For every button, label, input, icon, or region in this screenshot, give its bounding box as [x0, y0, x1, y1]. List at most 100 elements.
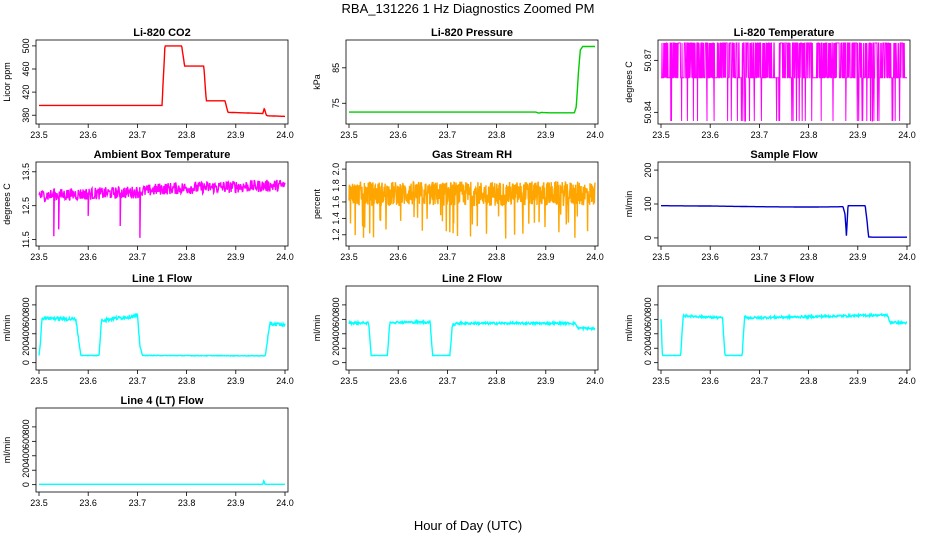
data-series-line — [661, 42, 907, 122]
x-tick-label: 23.7 — [439, 130, 457, 140]
y-axis-label: kPa — [312, 74, 322, 90]
plot-frame — [35, 39, 289, 125]
y-tick-label: 800 — [331, 297, 341, 312]
x-tick-label: 23.6 — [389, 252, 407, 262]
x-tick-label: 23.8 — [178, 130, 196, 140]
y-axis-label: ml/min — [624, 191, 634, 218]
x-tick-label: 23.8 — [800, 376, 818, 386]
figure-title: RBA_131226 1 Hz Diagnostics Zoomed PM — [341, 1, 595, 16]
data-series-line — [660, 312, 908, 357]
x-tick-label: 23.9 — [227, 252, 245, 262]
y-tick-label: 1.8 — [331, 179, 341, 192]
x-tick-label: 23.6 — [701, 252, 719, 262]
y-tick-label: 500 — [21, 38, 31, 53]
chart-panel-7: Line 1 Flow 23.5 23.6 23.7 23.8 23.9 24.0 0 2004… — [2, 273, 294, 386]
chart-panel-10: Line 4 (LT) Flow 23.5 23.6 23.7 23.8 23.9 24.0… — [2, 395, 294, 508]
x-tick-label: 23.7 — [751, 252, 769, 262]
x-tick-label: 23.7 — [751, 376, 769, 386]
x-tick-label: 23.8 — [800, 252, 818, 262]
x-tick-label: 23.6 — [701, 376, 719, 386]
y-tick-label: 600 — [643, 312, 653, 327]
x-tick-label: 23.9 — [849, 130, 867, 140]
data-series-line — [39, 45, 285, 118]
x-tick-label: 23.7 — [129, 376, 147, 386]
x-tick-label: 23.8 — [488, 376, 506, 386]
x-tick-label: 23.8 — [178, 252, 196, 262]
x-tick-label: 23.8 — [178, 498, 196, 508]
y-axis-label: ml/min — [2, 437, 12, 464]
x-tick-label: 23.6 — [79, 130, 97, 140]
x-tick-label: 23.9 — [227, 130, 245, 140]
x-tick-label: 23.9 — [227, 376, 245, 386]
plot-frame — [657, 285, 911, 371]
y-tick-label: 800 — [643, 297, 653, 312]
chart-panel-5: Gas Stream RH 23.5 23.6 23.7 23.8 23.9 24.0 1.2… — [312, 149, 604, 262]
x-tick-label: 23.5 — [652, 252, 670, 262]
y-axis-label: degrees C — [624, 61, 634, 103]
y-tick-label: 50.87 — [643, 49, 653, 72]
y-tick-label: 400 — [643, 326, 653, 341]
x-tick-label: 23.8 — [178, 376, 196, 386]
plot-frame — [345, 161, 599, 247]
y-tick-label: 200 — [21, 341, 31, 356]
panel-title: Gas Stream RH — [432, 149, 512, 161]
panel-title: Li-820 Temperature — [734, 27, 835, 39]
x-tick-label: 23.5 — [340, 252, 358, 262]
x-tick-label: 23.6 — [79, 376, 97, 386]
x-tick-label: 24.0 — [276, 498, 294, 508]
y-tick-label: 0 — [21, 482, 31, 487]
y-tick-label: 0 — [643, 360, 653, 365]
panel-title: Line 2 Flow — [442, 273, 502, 285]
data-series-line — [348, 181, 596, 239]
y-axis-label: ml/min — [312, 315, 322, 342]
x-tick-label: 23.6 — [79, 498, 97, 508]
y-tick-label: 1.4 — [331, 212, 341, 225]
y-axis-label: ml/min — [624, 315, 634, 342]
y-axis-label: percent — [312, 188, 322, 219]
x-tick-label: 23.9 — [849, 252, 867, 262]
x-tick-label: 23.7 — [129, 498, 147, 508]
x-tick-label: 24.0 — [898, 130, 916, 140]
plot-frame — [345, 285, 599, 371]
y-tick-label: 12.5 — [21, 197, 31, 215]
x-tick-label: 24.0 — [276, 252, 294, 262]
chart-panel-3: Li-820 Temperature 23.5 23.6 23.7 23.8 23.9 24… — [624, 27, 916, 140]
y-tick-label: 13.5 — [21, 163, 31, 181]
x-tick-label: 23.6 — [389, 130, 407, 140]
y-tick-label: 420 — [21, 85, 31, 100]
y-tick-label: 400 — [21, 326, 31, 341]
y-tick-label: 0 — [21, 360, 31, 365]
x-tick-label: 23.9 — [537, 252, 555, 262]
y-tick-label: 2.0 — [331, 163, 341, 176]
x-tick-label: 23.8 — [800, 130, 818, 140]
y-tick-label: 1.6 — [331, 196, 341, 209]
y-tick-label: 1.2 — [331, 229, 341, 242]
x-tick-label: 24.0 — [276, 130, 294, 140]
x-tick-label: 23.6 — [389, 376, 407, 386]
x-tick-label: 23.5 — [652, 130, 670, 140]
y-axis-label: Licor ppm — [2, 62, 12, 102]
x-tick-label: 24.0 — [586, 252, 604, 262]
y-tick-label: 75 — [331, 98, 341, 108]
y-tick-label: 800 — [21, 419, 31, 434]
panel-title: Line 3 Flow — [754, 273, 814, 285]
x-tick-label: 23.5 — [340, 376, 358, 386]
x-tick-label: 23.7 — [129, 252, 147, 262]
plot-frame — [657, 39, 911, 125]
y-tick-label: 400 — [21, 448, 31, 463]
chart-panel-9: Line 3 Flow 23.5 23.6 23.7 23.8 23.9 24.0 0 2004… — [624, 273, 916, 386]
y-tick-label: 380 — [21, 108, 31, 123]
x-tick-label: 23.7 — [439, 252, 457, 262]
plot-frame — [657, 161, 911, 247]
x-tick-label: 23.5 — [652, 376, 670, 386]
panel-title: Sample Flow — [750, 149, 818, 161]
y-tick-label: 85 — [331, 63, 341, 73]
panel-title: Li-820 Pressure — [431, 27, 513, 39]
y-tick-label: 0 — [643, 235, 653, 240]
panel-title: Line 4 (LT) Flow — [121, 395, 204, 407]
x-tick-label: 23.9 — [849, 376, 867, 386]
x-tick-label: 23.7 — [129, 130, 147, 140]
x-tick-label: 23.9 — [227, 498, 245, 508]
y-tick-label: 200 — [643, 341, 653, 356]
